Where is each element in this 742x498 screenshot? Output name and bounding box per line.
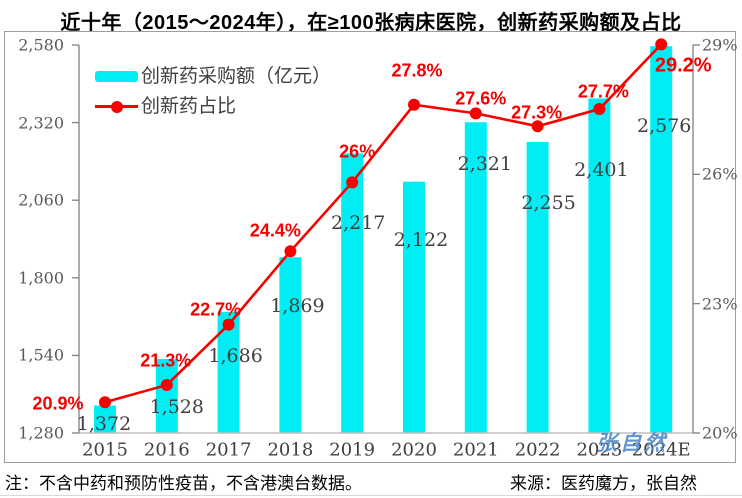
pct-label-2024E: 29.2% xyxy=(654,54,712,77)
x-axis-label-2019: 2019 xyxy=(329,439,376,461)
x-axis-label-2024E: 2024E xyxy=(631,439,691,461)
x-axis-label-2020: 2020 xyxy=(391,439,437,461)
bar-value-label-2018: 1,869 xyxy=(270,295,325,318)
line-marker-icon xyxy=(95,100,138,113)
line-point-2019 xyxy=(346,176,359,189)
left-axis-tick-label: 2,060 xyxy=(18,190,64,210)
line-point-2022 xyxy=(531,120,544,133)
chart-title: 近十年（2015～2024年），在≥100张病床医院，创新药采购额及占比 xyxy=(60,12,682,34)
bar-2019 xyxy=(341,153,364,433)
line-point-2021 xyxy=(469,107,482,120)
watermark-signature: 张自然 xyxy=(596,430,668,455)
bar-value-label-2024E: 2,576 xyxy=(636,115,692,138)
right-axis-tick-label: 20% xyxy=(702,423,738,443)
legend-item-bar: 创新药采购额（亿元） xyxy=(95,61,331,91)
footer-note: 注：不含中药和预防性疫苗，不含港澳台数据。 xyxy=(5,474,362,494)
right-axis-tick-label: 29% xyxy=(702,35,738,55)
left-axis-tick-label: 2,580 xyxy=(18,35,64,55)
legend-item-line: 创新药占比 xyxy=(95,91,331,121)
legend-line-label: 创新药占比 xyxy=(141,95,237,117)
x-axis-label-2021: 2021 xyxy=(452,439,499,461)
chart-frame xyxy=(4,31,736,463)
x-axis-label-2016: 2016 xyxy=(143,439,190,461)
line-point-2020 xyxy=(408,98,420,111)
bar-2018 xyxy=(279,257,302,433)
bar-value-label-2020: 2,122 xyxy=(393,228,449,251)
bar-2022 xyxy=(526,142,549,433)
pct-label-2016: 21.3% xyxy=(140,350,192,371)
left-axis-tick-label: 1,540 xyxy=(18,345,64,365)
x-axis-label-2022: 2022 xyxy=(514,439,561,461)
pct-label-2015: 20.9% xyxy=(32,393,84,414)
left-axis-tick-label: 1,280 xyxy=(18,423,64,443)
line-point-2024E xyxy=(655,38,668,51)
bottom-edge-divider xyxy=(0,495,742,496)
bar-2024E xyxy=(650,46,673,433)
pct-label-2018: 24.4% xyxy=(249,220,301,241)
left-axis-tick-label: 2,320 xyxy=(18,113,64,133)
bar-value-label-2015: 1,372 xyxy=(76,412,132,435)
pct-label-2019: 26% xyxy=(339,141,376,162)
pct-label-2021: 27.6% xyxy=(455,88,507,109)
pct-line xyxy=(104,43,663,404)
legend: 创新药采购额（亿元） 创新药占比 xyxy=(95,61,331,121)
bar-2023 xyxy=(588,98,611,433)
x-axis-label-2023: 2023 xyxy=(576,439,623,461)
x-axis-label-2015: 2015 xyxy=(82,439,128,461)
left-axis-tick-label: 1,800 xyxy=(18,268,64,288)
bar-2020 xyxy=(403,181,425,433)
bar-value-label-2022: 2,255 xyxy=(521,192,576,214)
line-point-2015 xyxy=(99,396,111,409)
pct-label-2017: 22.7% xyxy=(190,299,242,320)
bar-value-label-2021: 2,321 xyxy=(457,153,512,176)
x-axis-label-2018: 2018 xyxy=(267,439,314,461)
x-axis-label-2017: 2017 xyxy=(205,439,252,461)
line-point-2016 xyxy=(160,378,173,391)
bar-2017 xyxy=(217,311,240,433)
pct-label-2020: 27.8% xyxy=(391,60,443,81)
bar-value-label-2019: 2,217 xyxy=(330,212,386,235)
bar-2021 xyxy=(464,122,487,433)
right-axis-tick-label: 23% xyxy=(702,294,738,314)
bar-2015 xyxy=(94,405,116,433)
bar-value-label-2017: 1,686 xyxy=(208,344,263,367)
legend-bar-label: 创新药采购额（亿元） xyxy=(141,65,332,87)
line-point-2017 xyxy=(222,318,235,331)
line-point-2018 xyxy=(284,245,297,258)
bar-value-label-2016: 1,528 xyxy=(149,395,204,418)
bar-value-label-2023: 2,401 xyxy=(574,159,629,182)
pct-label-2022: 27.3% xyxy=(511,102,563,123)
right-axis-tick-label: 26% xyxy=(702,164,738,184)
footer-source: 来源：医药魔方，张自然 xyxy=(510,474,697,494)
pct-label-2023: 27.7% xyxy=(577,81,629,102)
line-point-2023 xyxy=(593,103,606,116)
bar-2016 xyxy=(155,358,178,433)
bar-swatch-icon xyxy=(95,70,138,82)
